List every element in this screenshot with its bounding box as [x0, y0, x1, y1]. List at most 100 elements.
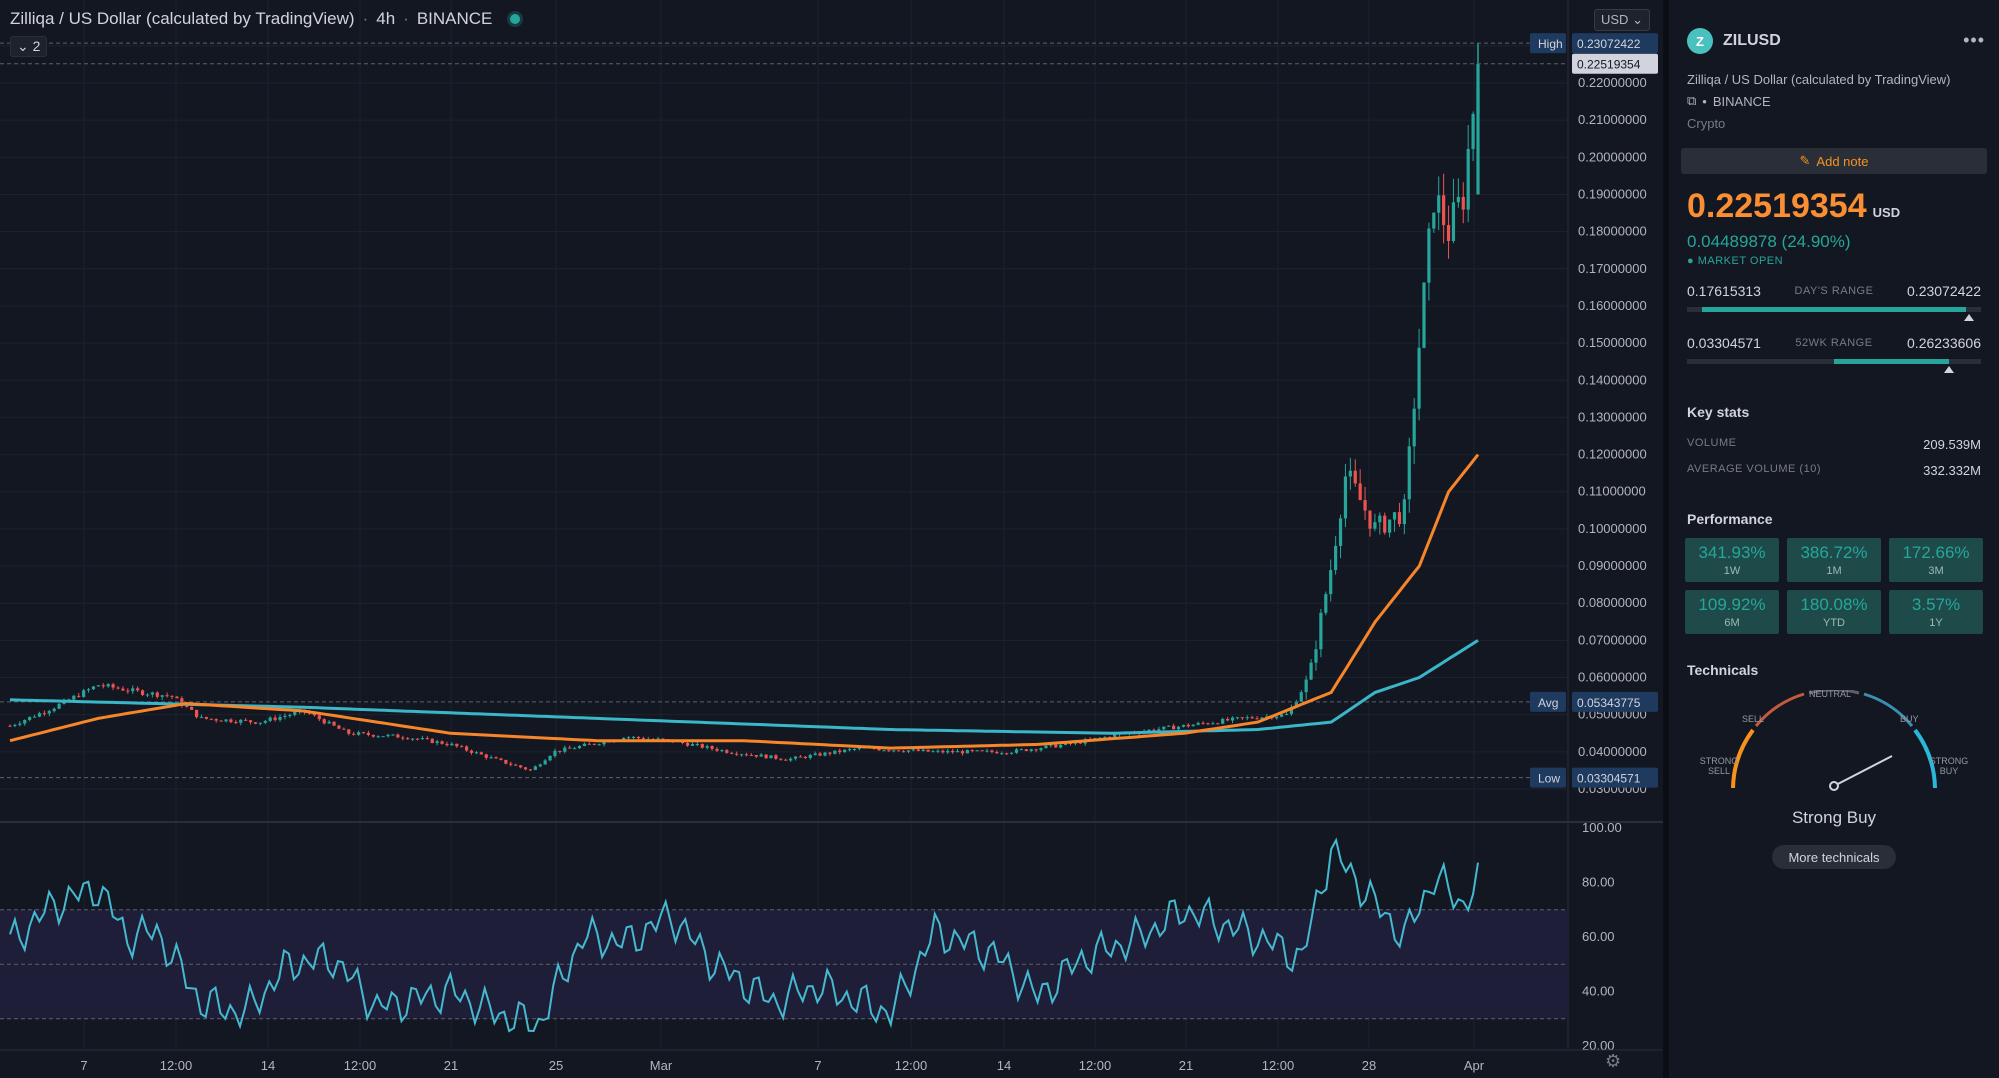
- candle-body: [361, 732, 366, 734]
- candle-body: [396, 734, 400, 738]
- candle-body: [887, 750, 891, 752]
- exchange-name: BINANCE: [1712, 93, 1771, 109]
- panel-symbol[interactable]: ZILUSD: [1723, 32, 1781, 49]
- candle-body: [415, 738, 420, 740]
- panel-symbol-name: Zilliqa / US Dollar (calculated by Tradi…: [1687, 72, 1951, 87]
- candle-body: [784, 759, 788, 761]
- ma-fast-line: [9, 453, 1480, 750]
- candle-body: [499, 758, 503, 760]
- candle-body: [636, 736, 641, 739]
- candle-body: [656, 738, 660, 740]
- time-tick-label: 14: [997, 1058, 1011, 1073]
- candle-body: [1103, 736, 1107, 738]
- currency-selector[interactable]: USD ⌄: [1594, 9, 1650, 31]
- more-technicals-button[interactable]: More technicals: [1772, 845, 1896, 869]
- perf-value: 180.08%: [1800, 595, 1868, 614]
- candle-body: [209, 718, 213, 720]
- high-value: 0.23072422: [1577, 37, 1641, 51]
- candle-body: [214, 719, 218, 721]
- perf-cell-6m[interactable]: 109.92% 6M: [1685, 590, 1779, 634]
- candle-body: [823, 752, 827, 756]
- avg-volume-row: AVERAGE VOLUME (10) 332.332M: [1687, 463, 1981, 478]
- candle-body: [892, 750, 896, 752]
- rsi-tick-label: 20.00: [1582, 1038, 1615, 1053]
- candle-body: [28, 716, 32, 721]
- wk52-range-fill: [1834, 359, 1949, 364]
- candle-body: [764, 754, 768, 759]
- candle-body: [1412, 408, 1416, 447]
- candle-body: [1338, 518, 1343, 546]
- candle-body: [553, 750, 557, 756]
- candle-body: [1152, 729, 1156, 732]
- candle-body: [1432, 212, 1436, 229]
- candle-body: [469, 750, 474, 753]
- panel-exchange[interactable]: ⧉ • BINANCE: [1687, 93, 1771, 109]
- perf-cell-3m[interactable]: 172.66% 3M: [1889, 538, 1983, 582]
- candle-body: [199, 716, 204, 718]
- candle-body: [843, 749, 847, 753]
- candle-body: [1181, 724, 1186, 727]
- price-tick-label: 0.10000000: [1578, 521, 1647, 536]
- candle-body: [1206, 723, 1210, 725]
- candle-body: [1476, 63, 1480, 195]
- panel-header: Z ZILUSD: [1687, 28, 1781, 54]
- candle-body: [1211, 723, 1215, 725]
- candle-body: [165, 695, 169, 697]
- candle-body: [897, 750, 901, 752]
- candle-body: [1014, 749, 1019, 753]
- candle-body: [916, 749, 920, 751]
- last-price-value: 0.22519354: [1577, 58, 1641, 72]
- technicals-result: Strong Buy: [1791, 808, 1877, 827]
- perf-cell-ytd[interactable]: 180.08% YTD: [1787, 590, 1881, 634]
- candle-body: [995, 751, 999, 754]
- perf-cell-1w[interactable]: 341.93% 1W: [1685, 538, 1779, 582]
- candle-body: [808, 754, 812, 758]
- technicals-gauge[interactable]: [1709, 690, 1959, 800]
- candle-body: [248, 720, 253, 723]
- collapse-indicators-button[interactable]: ⌄ 2: [10, 36, 48, 57]
- candle-body: [253, 722, 258, 724]
- price-tick-label: 0.11000000: [1578, 484, 1646, 499]
- time-tick-label: 12:00: [160, 1058, 193, 1073]
- time-tick-label: 21: [1179, 1058, 1193, 1073]
- add-note-button[interactable]: ✎ Add note: [1681, 148, 1987, 174]
- candle-body: [1442, 195, 1446, 226]
- last-price: 0.22519354 USD: [1687, 187, 1900, 226]
- candle-body: [1230, 717, 1235, 721]
- price-chart[interactable]: 0.230000000.220000000.210000000.20000000…: [0, 0, 1663, 1078]
- price-tick-label: 0.15000000: [1578, 335, 1647, 350]
- candle-body: [1284, 714, 1289, 716]
- candle-body: [410, 738, 415, 740]
- candle-body: [710, 746, 714, 749]
- symbol-legend[interactable]: Zilliqa / US Dollar (calculated by Tradi…: [10, 9, 521, 29]
- candle-body: [641, 738, 645, 740]
- candle-body: [1186, 724, 1190, 727]
- candle-body: [1397, 512, 1402, 525]
- candle-body: [229, 719, 233, 723]
- candle-body: [131, 688, 135, 692]
- gear-icon[interactable]: ⚙: [1605, 1051, 1622, 1071]
- chart-area[interactable]: 0.230000000.220000000.210000000.20000000…: [0, 0, 1663, 1078]
- candle-body: [160, 695, 164, 697]
- rsi-tick-label: 40.00: [1582, 984, 1615, 999]
- time-tick-label: 14: [261, 1058, 275, 1073]
- candle-body: [1113, 734, 1117, 738]
- candle-body: [111, 684, 115, 688]
- candle-body: [1329, 570, 1333, 595]
- candle-body: [1368, 510, 1372, 529]
- candle-body: [519, 765, 523, 768]
- price-tick-label: 0.08000000: [1578, 595, 1647, 610]
- perf-cell-1m[interactable]: 386.72% 1M: [1787, 538, 1881, 582]
- price-value: 0.22519354: [1687, 187, 1867, 225]
- gauge-label-strong-sell: STRONG SELL: [1699, 756, 1739, 776]
- candle-body: [72, 695, 76, 700]
- more-options-icon[interactable]: •••: [1963, 30, 1985, 50]
- symbol-details-panel: Z ZILUSD ••• Zilliqa / US Dollar (calcul…: [1669, 0, 1999, 1078]
- time-tick-label: 21: [444, 1058, 458, 1073]
- candle-body: [1383, 515, 1387, 533]
- perf-cell-1y[interactable]: 3.57% 1Y: [1889, 590, 1983, 634]
- time-tick-label: 12:00: [1262, 1058, 1295, 1073]
- panel-divider[interactable]: [1663, 0, 1669, 1078]
- price-axis: 0.230000000.220000000.210000000.20000000…: [1530, 0, 1658, 1048]
- candle-body: [901, 751, 906, 753]
